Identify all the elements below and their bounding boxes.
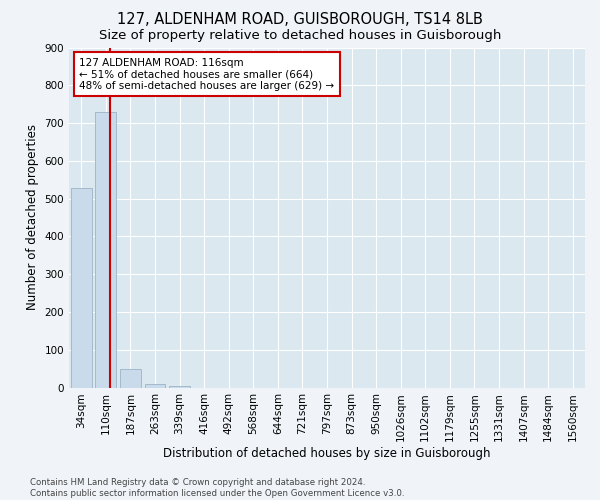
Bar: [120, 370, 141, 388]
Text: Size of property relative to detached houses in Guisborough: Size of property relative to detached ho…: [99, 29, 501, 42]
Text: Contains HM Land Registry data © Crown copyright and database right 2024.
Contai: Contains HM Land Registry data © Crown c…: [30, 478, 404, 498]
Bar: [145, 384, 166, 388]
Text: 127, ALDENHAM ROAD, GUISBOROUGH, TS14 8LB: 127, ALDENHAM ROAD, GUISBOROUGH, TS14 8L…: [117, 12, 483, 28]
Y-axis label: Number of detached properties: Number of detached properties: [26, 124, 39, 310]
Bar: [95, 112, 116, 388]
X-axis label: Distribution of detached houses by size in Guisborough: Distribution of detached houses by size …: [163, 446, 491, 460]
Text: 127 ALDENHAM ROAD: 116sqm
← 51% of detached houses are smaller (664)
48% of semi: 127 ALDENHAM ROAD: 116sqm ← 51% of detac…: [79, 58, 334, 91]
Bar: [71, 188, 92, 388]
Bar: [169, 386, 190, 388]
